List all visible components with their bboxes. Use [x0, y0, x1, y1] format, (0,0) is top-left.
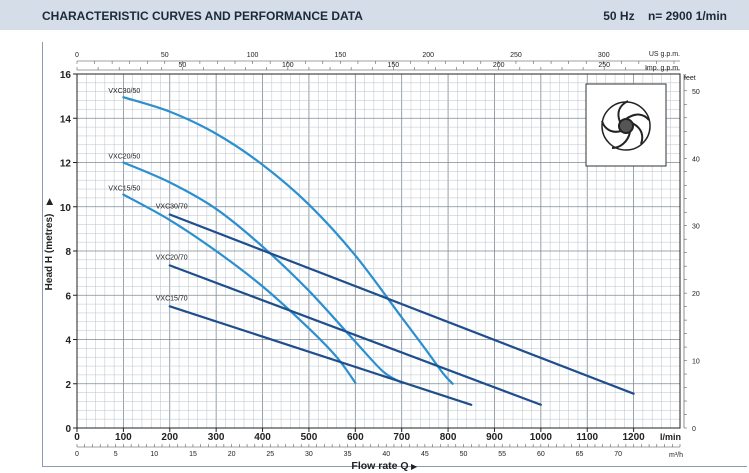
- imp-gpm-unit: Imp. g.p.m.: [645, 65, 680, 72]
- m3h-tick-label: 50: [460, 451, 468, 458]
- x-tick-label: 200: [161, 432, 178, 443]
- y-tick-label: 6: [65, 291, 71, 302]
- x-tick-label: 400: [254, 432, 271, 443]
- header-bar: CHARACTERISTIC CURVES AND PERFORMANCE DA…: [0, 0, 749, 30]
- series-line-vxc15-50: [122, 193, 357, 384]
- frame-bottom: [42, 466, 747, 467]
- m3h-tick-label: 5: [114, 451, 118, 458]
- y-tick-label: 12: [60, 159, 72, 170]
- x-tick-label: 300: [208, 432, 225, 443]
- series-label: VXC30/50: [108, 88, 140, 95]
- feet-tick-label: 0: [692, 426, 696, 433]
- x-unit-label: l/min: [660, 432, 681, 442]
- series-label: VXC20/70: [156, 254, 188, 261]
- x-tick-label: 500: [301, 432, 318, 443]
- series-line-vxc20-50: [122, 161, 403, 384]
- x-tick-label: 1100: [576, 432, 598, 443]
- y-axis-arrow: ▶: [44, 198, 54, 205]
- x-tick-label: 900: [486, 432, 503, 443]
- m3h-tick-label: 30: [305, 451, 313, 458]
- m3h-tick-label: 45: [421, 451, 429, 458]
- imp-tick-label: 50: [179, 62, 187, 69]
- feet-tick-label: 10: [692, 359, 700, 366]
- feet-tick-label: 40: [692, 156, 700, 163]
- us-tick-label: 250: [510, 52, 522, 59]
- us-tick-label: 150: [335, 52, 347, 59]
- m3h-tick-label: 20: [228, 451, 236, 458]
- page-title: CHARACTERISTIC CURVES AND PERFORMANCE DA…: [42, 9, 363, 23]
- x-tick-label: 600: [347, 432, 364, 443]
- x-tick-label: 800: [440, 432, 457, 443]
- m3h-tick-label: 0: [75, 451, 79, 458]
- y-axis-title: Head H (metres): [44, 214, 55, 291]
- m3h-tick-label: 40: [382, 451, 390, 458]
- m3h-unit: m³/h: [669, 452, 683, 459]
- us-tick-label: 0: [75, 52, 79, 59]
- m3h-tick-label: 10: [150, 451, 158, 458]
- series-line-vxc30-70: [168, 213, 635, 395]
- axes: 0 100 200 300 400 500 600 700 800 900 1000 1100 1200…: [60, 52, 700, 458]
- x-tick-label: 700: [393, 432, 410, 443]
- series-label: VXC30/70: [156, 203, 188, 210]
- m3h-tick-label: 70: [614, 451, 622, 458]
- y-tick-label: 16: [60, 70, 72, 81]
- curves: [122, 96, 635, 406]
- y-tick-label: 10: [60, 203, 72, 214]
- y-tick-label: 2: [65, 380, 71, 391]
- m3h-tick-label: 60: [537, 451, 545, 458]
- x-tick-label: 1000: [530, 432, 553, 443]
- y-tick-label: 14: [60, 114, 72, 125]
- feet-unit: feet: [684, 75, 696, 82]
- y-tick-label: 4: [65, 336, 71, 347]
- imp-tick-label: 100: [282, 62, 294, 69]
- y-tick-label: 0: [65, 424, 71, 435]
- frequency-label: 50 Hz: [603, 9, 635, 23]
- series-label: VXC15/70: [156, 295, 188, 302]
- m3h-tick-label: 65: [576, 451, 584, 458]
- feet-tick-label: 20: [692, 291, 700, 298]
- series-line-vxc20-70: [168, 264, 542, 406]
- frame-left: [42, 42, 43, 466]
- x-tick-label: 1200: [622, 432, 645, 443]
- x-tick-label: 0: [74, 432, 80, 443]
- m3h-tick-label: 15: [189, 451, 197, 458]
- header-spec: 50 Hz n= 2900 1/min: [593, 9, 727, 23]
- feet-tick-label: 30: [692, 224, 700, 231]
- series-line-vxc30-50: [122, 96, 454, 385]
- us-tick-label: 200: [422, 52, 434, 59]
- imp-tick-label: 250: [598, 62, 610, 69]
- us-tick-label: 50: [161, 52, 169, 59]
- x-axis-arrow: ▶: [411, 462, 418, 471]
- series-label: VXC20/50: [108, 154, 140, 161]
- curve-labels: VXC30/50 VXC20/50 VXC15/50 VXC30/70 VXC20/70…: [108, 88, 187, 302]
- us-gpm-unit: US g.p.m.: [649, 51, 680, 58]
- feet-tick-label: 50: [692, 89, 700, 96]
- m3h-tick-label: 35: [344, 451, 352, 458]
- x-tick-label: 100: [115, 432, 132, 443]
- m3h-tick-label: 25: [266, 451, 274, 458]
- y-tick-label: 8: [65, 247, 71, 258]
- series-line-vxc15-70: [168, 305, 473, 406]
- us-tick-label: 100: [247, 52, 259, 59]
- x-axis-title: Flow rate Q: [351, 460, 408, 472]
- imp-tick-label: 150: [387, 62, 399, 69]
- series-label: VXC15/50: [108, 186, 140, 193]
- impeller-icon: [585, 83, 667, 167]
- speed-label: n= 2900 1/min: [647, 9, 727, 23]
- us-tick-label: 300: [598, 52, 610, 59]
- m3h-tick-label: 55: [498, 451, 506, 458]
- imp-tick-label: 200: [493, 62, 505, 69]
